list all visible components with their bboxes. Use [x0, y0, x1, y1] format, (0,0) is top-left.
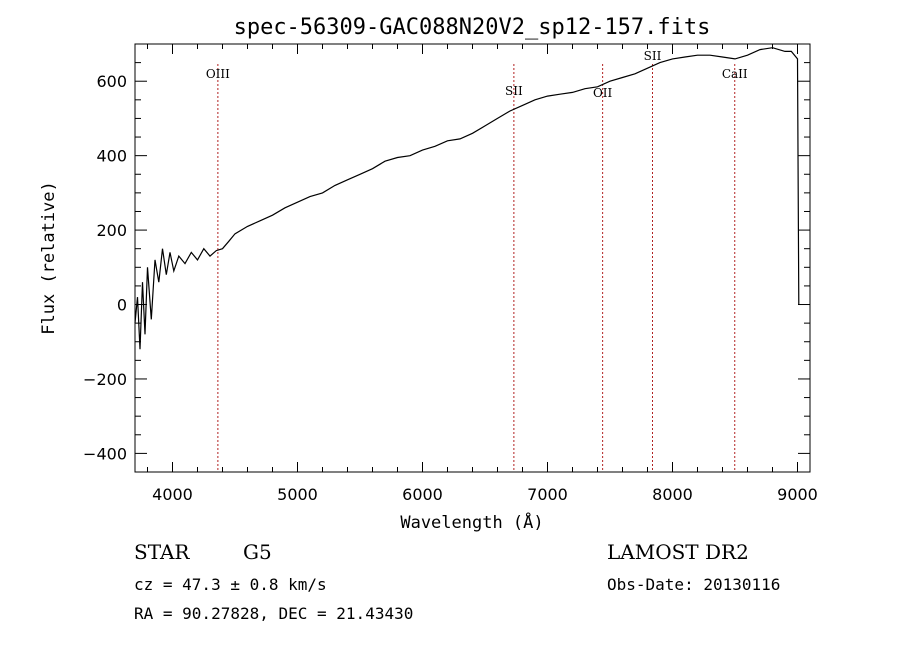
x-axis-label: Wavelength (Å) — [400, 511, 543, 533]
x-tick-label: 4000 — [152, 485, 193, 504]
chart-title: spec-56309-GAC088N20V2_sp12-157.fits — [234, 15, 711, 40]
y-tick-label: 0 — [117, 296, 127, 315]
plot-frame — [134, 43, 811, 473]
x-tick-label: 5000 — [277, 485, 318, 504]
x-tick-label: 7000 — [527, 485, 568, 504]
x-tick-label: 8000 — [652, 485, 693, 504]
line-marker-label: OIII — [206, 67, 230, 81]
y-tick-label: 400 — [96, 147, 127, 166]
spectrum-series — [134, 47, 800, 350]
y-tick-label: −400 — [83, 444, 127, 463]
y-tick-label: 200 — [96, 221, 127, 240]
line-marker-label: SII — [505, 84, 523, 98]
y-axis-label: Flux (relative) — [39, 181, 59, 335]
line-marker-label: CaII — [722, 67, 748, 81]
object-subclass: G5 — [243, 540, 272, 564]
survey-name: LAMOST DR2 — [607, 540, 749, 564]
line-marker-label: SII — [644, 49, 662, 63]
y-tick-label: 600 — [96, 72, 127, 91]
x-tick-label: 9000 — [777, 485, 818, 504]
object-class: STAR — [134, 540, 190, 564]
observation-date: Obs-Date: 20130116 — [607, 575, 781, 594]
coordinates-text: RA = 90.27828, DEC = 21.43430 — [134, 604, 414, 623]
line-marker-label: OII — [593, 86, 613, 100]
redshift-text: cz = 47.3 ± 0.8 km/s — [134, 575, 327, 594]
x-tick-label: 6000 — [402, 485, 443, 504]
y-tick-label: −200 — [83, 370, 127, 389]
